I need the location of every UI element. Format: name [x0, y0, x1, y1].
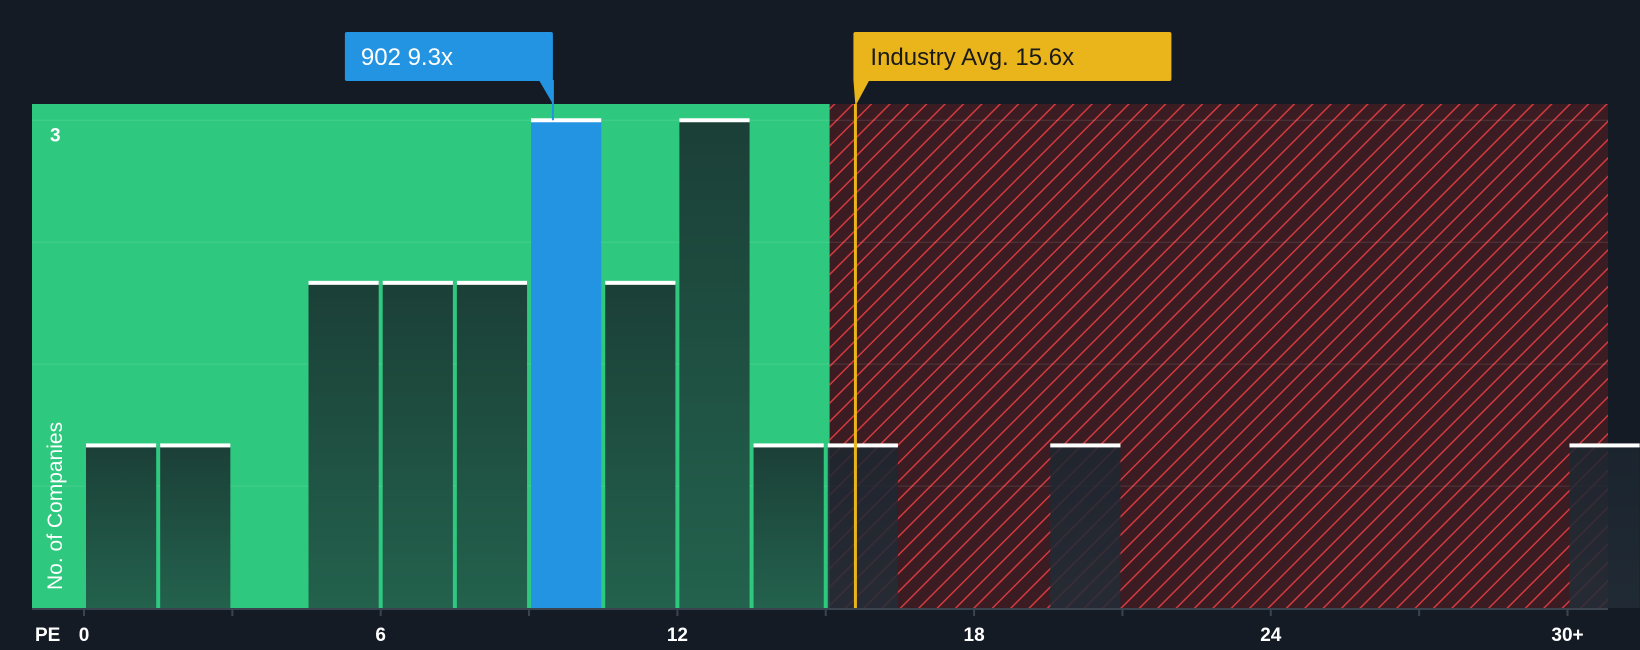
bar-10 [1050, 445, 1121, 608]
subject-callout-label: 902 9.3x [361, 44, 453, 71]
industry-average-callout: Industry Avg. 15.6x [853, 32, 1172, 608]
x-axis-minor-ticks [83, 609, 1569, 616]
y-axis-title: No. of Companies [44, 422, 67, 590]
x-tick-label-24: 24 [1260, 625, 1282, 646]
x-tick-label-12: 12 [667, 625, 688, 646]
bar-top-10 [1050, 443, 1121, 448]
bar-top-0 [86, 443, 157, 448]
bar-top-1 [160, 443, 231, 448]
bar-5 [531, 120, 602, 609]
bar-top-11 [1569, 443, 1640, 448]
x-axis: 0 6 12 18 24 30+ PE [32, 608, 1608, 646]
bar-top-6 [605, 280, 676, 285]
x-axis-title: PE [35, 625, 60, 646]
bar-0 [86, 445, 157, 608]
bar-top-5 [531, 118, 602, 123]
bar-top-7 [679, 118, 750, 123]
gridlines [32, 119, 1608, 487]
industry-callout-pointer [853, 80, 870, 106]
bar-11 [1569, 445, 1640, 608]
bar-top-3 [382, 280, 453, 285]
x-tick-label-18: 18 [964, 625, 985, 646]
subject-callout-pointer [538, 80, 553, 104]
bar-1 [160, 445, 231, 608]
bar-3 [382, 282, 453, 608]
x-tick-label-30+: 30+ [1551, 625, 1583, 646]
industry-callout-label: Industry Avg. 15.6x [870, 44, 1074, 71]
bar-2 [308, 282, 379, 608]
subject-company-callout: 902 9.3x [344, 32, 554, 121]
subject-callout-box [344, 32, 553, 81]
bar-6 [605, 282, 676, 608]
x-axis-tick-labels: 0 6 12 18 24 30+ [79, 625, 1584, 646]
bar-7 [679, 120, 750, 609]
x-tick-label-0: 0 [79, 625, 90, 646]
industry-callout-box [853, 32, 1172, 81]
bar-top-2 [308, 280, 379, 285]
expensive-zone [829, 104, 1608, 608]
bar-8 [753, 445, 824, 608]
bar-top-4 [456, 280, 528, 285]
bar-top-8 [753, 443, 824, 448]
bar-4 [456, 282, 528, 608]
x-tick-label-6: 6 [375, 625, 386, 646]
bar-9 [827, 445, 898, 608]
bars-group [86, 118, 1640, 609]
bar-top-9 [827, 443, 898, 448]
y-tick-label-3: 3 [50, 125, 61, 146]
